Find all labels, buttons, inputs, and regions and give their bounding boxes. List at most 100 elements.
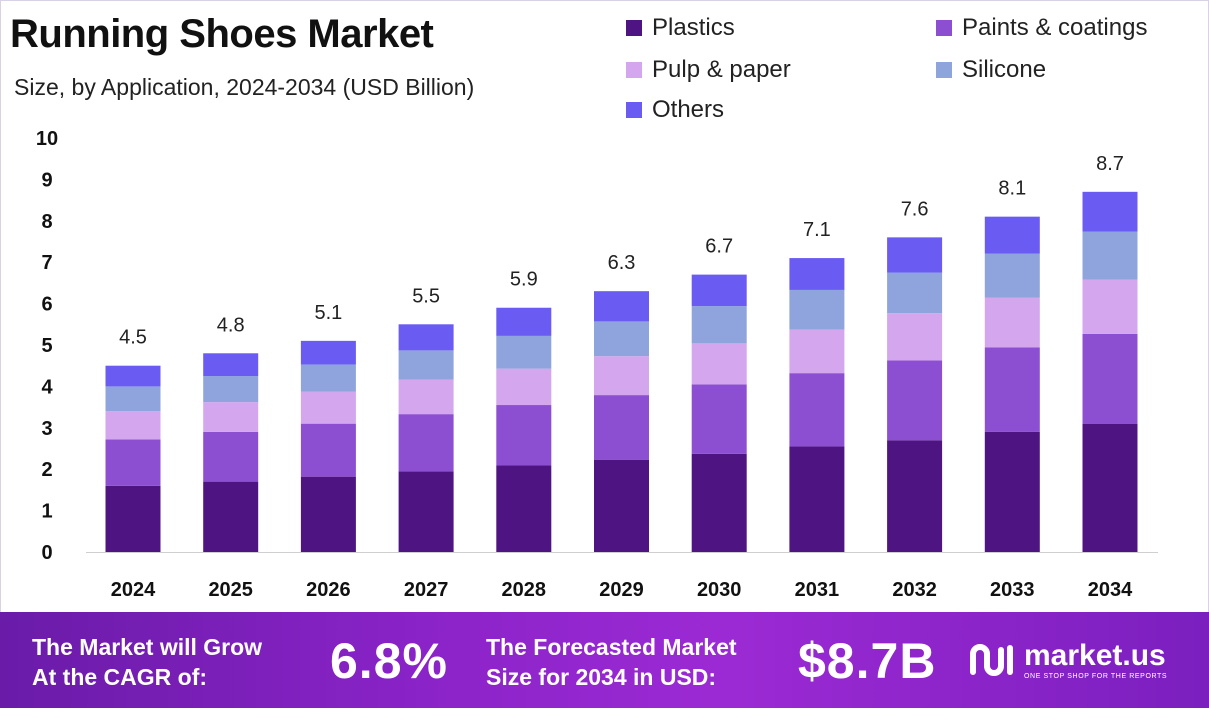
legend-label: Plastics	[652, 14, 735, 41]
bar-segment-silicone-2034	[1082, 231, 1138, 280]
total-label-2025: 4.8	[217, 314, 245, 336]
bar-segment-paints-coatings-2029	[594, 395, 649, 460]
total-label-2033: 8.1	[998, 178, 1026, 200]
stacked-bar-chart: 0 1 2 3 4 5 6 7 8 9 10 4.5 2024 4.8 2025 5.1 2026 5.5 2027…	[36, 128, 1158, 601]
chart-title: Running Shoes Market	[10, 12, 434, 56]
brand-tagline: ONE STOP SHOP FOR THE REPORTS	[1024, 672, 1168, 680]
legend-swatch-pulp-paper	[626, 62, 642, 78]
bar-segment-others-2025	[203, 353, 259, 377]
bar-segment-silicone-2027	[398, 350, 454, 380]
bar-segment-plastics-2030	[691, 453, 747, 552]
y-tick-label: 10	[36, 128, 58, 150]
bar-segment-paints-coatings-2027	[398, 414, 454, 472]
bar-segment-paints-coatings-2024	[105, 439, 161, 486]
bar-segment-paints-coatings-2028	[496, 405, 552, 466]
bar-segment-plastics-2034	[1082, 423, 1138, 552]
brand-logo: market.us ONE STOP SHOP FOR THE REPORTS	[968, 640, 1167, 680]
legend-swatch-plastics	[626, 20, 642, 36]
total-label-2031: 7.1	[803, 219, 831, 241]
legend-label: Others	[652, 96, 725, 123]
bar-segment-silicone-2026	[300, 364, 356, 392]
total-label-2026: 5.1	[314, 302, 342, 324]
summary-banner: The Market will Grow At the CAGR of: 6.8…	[0, 612, 1209, 708]
bar-segment-plastics-2026	[300, 476, 356, 552]
forecast-caption: The Forecasted Market Size for 2034 in U…	[486, 632, 737, 692]
bar-segment-pulp-paper-2027	[398, 379, 454, 415]
cagr-caption-line1: The Market will Grow	[32, 634, 263, 660]
bar-segment-pulp-paper-2029	[594, 356, 649, 396]
bar-segment-pulp-paper-2025	[203, 402, 259, 432]
x-tick-label-2032: 2032	[892, 579, 937, 601]
total-label-2028: 5.9	[510, 269, 538, 291]
y-tick-label: 4	[41, 376, 53, 398]
bar-segment-pulp-paper-2034	[1082, 279, 1138, 334]
cagr-value: 6.8%	[330, 633, 448, 689]
bar-segment-others-2024	[105, 365, 161, 387]
x-tick-label-2031: 2031	[795, 579, 840, 601]
legend: Plastics Paints & coatings Pulp & paper …	[626, 10, 1206, 130]
x-tick-label-2030: 2030	[697, 579, 742, 601]
bar-segment-plastics-2027	[398, 471, 454, 552]
bar-segment-silicone-2025	[203, 376, 259, 403]
bar-segment-paints-coatings-2032	[887, 360, 943, 441]
legend-item-plastics: Plastics	[626, 14, 735, 42]
total-label-2024: 4.5	[119, 327, 147, 349]
bar-segment-plastics-2028	[496, 465, 552, 552]
cagr-caption-line2: At the CAGR of:	[32, 664, 208, 690]
bar-segment-paints-coatings-2034	[1082, 333, 1138, 424]
y-tick-label: 8	[41, 211, 52, 233]
x-tick-label-2026: 2026	[306, 579, 351, 601]
bar-segment-others-2029	[594, 291, 649, 322]
legend-swatch-paints-coatings	[936, 20, 952, 36]
bar-segment-pulp-paper-2030	[691, 343, 747, 385]
total-label-2030: 6.7	[705, 236, 733, 258]
y-tick-label: 6	[41, 294, 52, 316]
x-tick-label-2033: 2033	[990, 579, 1035, 601]
bar-segment-others-2026	[300, 340, 356, 365]
bar-segment-others-2030	[691, 274, 747, 307]
forecast-value: $8.7B	[798, 633, 937, 689]
bar-segment-pulp-paper-2024	[105, 411, 161, 440]
bar-segment-paints-coatings-2026	[300, 423, 356, 477]
x-tick-label-2029: 2029	[599, 579, 644, 601]
forecast-caption-line1: The Forecasted Market	[486, 634, 737, 660]
legend-item-others: Others	[626, 96, 724, 124]
total-label-2029: 6.3	[608, 252, 636, 274]
bar-segment-silicone-2032	[887, 272, 943, 314]
brand-logo-icon	[970, 644, 1013, 676]
legend-item-silicone: Silicone	[936, 56, 1046, 84]
chart-subtitle: Size, by Application, 2024-2034 (USD Bil…	[14, 74, 475, 100]
cagr-caption: The Market will Grow At the CAGR of:	[32, 632, 262, 692]
x-tick-label-2028: 2028	[502, 579, 547, 601]
forecast-caption-line2: Size for 2034 in USD:	[486, 664, 717, 690]
bar-segment-pulp-paper-2032	[887, 313, 943, 361]
bar-segment-silicone-2029	[594, 321, 649, 357]
bar-segment-others-2033	[984, 216, 1040, 254]
y-tick-label: 7	[41, 252, 52, 274]
bar-segment-paints-coatings-2031	[789, 373, 845, 447]
y-tick-label: 0	[41, 542, 52, 564]
bar-segment-pulp-paper-2028	[496, 368, 552, 406]
bar-segment-plastics-2031	[789, 446, 845, 552]
legend-label: Silicone	[962, 56, 1047, 83]
y-tick-label: 9	[41, 169, 52, 191]
bar-segment-plastics-2025	[203, 481, 259, 552]
bar-segment-silicone-2031	[789, 289, 845, 330]
x-tick-label-2025: 2025	[208, 579, 253, 601]
bar-segment-plastics-2033	[984, 431, 1040, 552]
bar-segment-pulp-paper-2033	[984, 297, 1040, 348]
bar-segment-silicone-2024	[105, 386, 161, 412]
bar-segment-silicone-2028	[496, 335, 552, 369]
y-tick-label: 5	[41, 335, 52, 357]
x-tick-label-2027: 2027	[404, 579, 449, 601]
bar-segment-paints-coatings-2025	[203, 431, 259, 482]
bar-segment-others-2034	[1082, 191, 1138, 232]
bar-segment-paints-coatings-2030	[691, 384, 747, 454]
bar-segment-silicone-2030	[691, 306, 747, 344]
legend-label: Paints & coatings	[962, 14, 1148, 41]
bar-segment-paints-coatings-2033	[984, 347, 1040, 432]
legend-swatch-silicone	[936, 62, 952, 78]
brand-name: market.us	[1024, 638, 1166, 672]
total-label-2032: 7.6	[901, 198, 929, 220]
x-tick-label-2024: 2024	[111, 579, 156, 601]
